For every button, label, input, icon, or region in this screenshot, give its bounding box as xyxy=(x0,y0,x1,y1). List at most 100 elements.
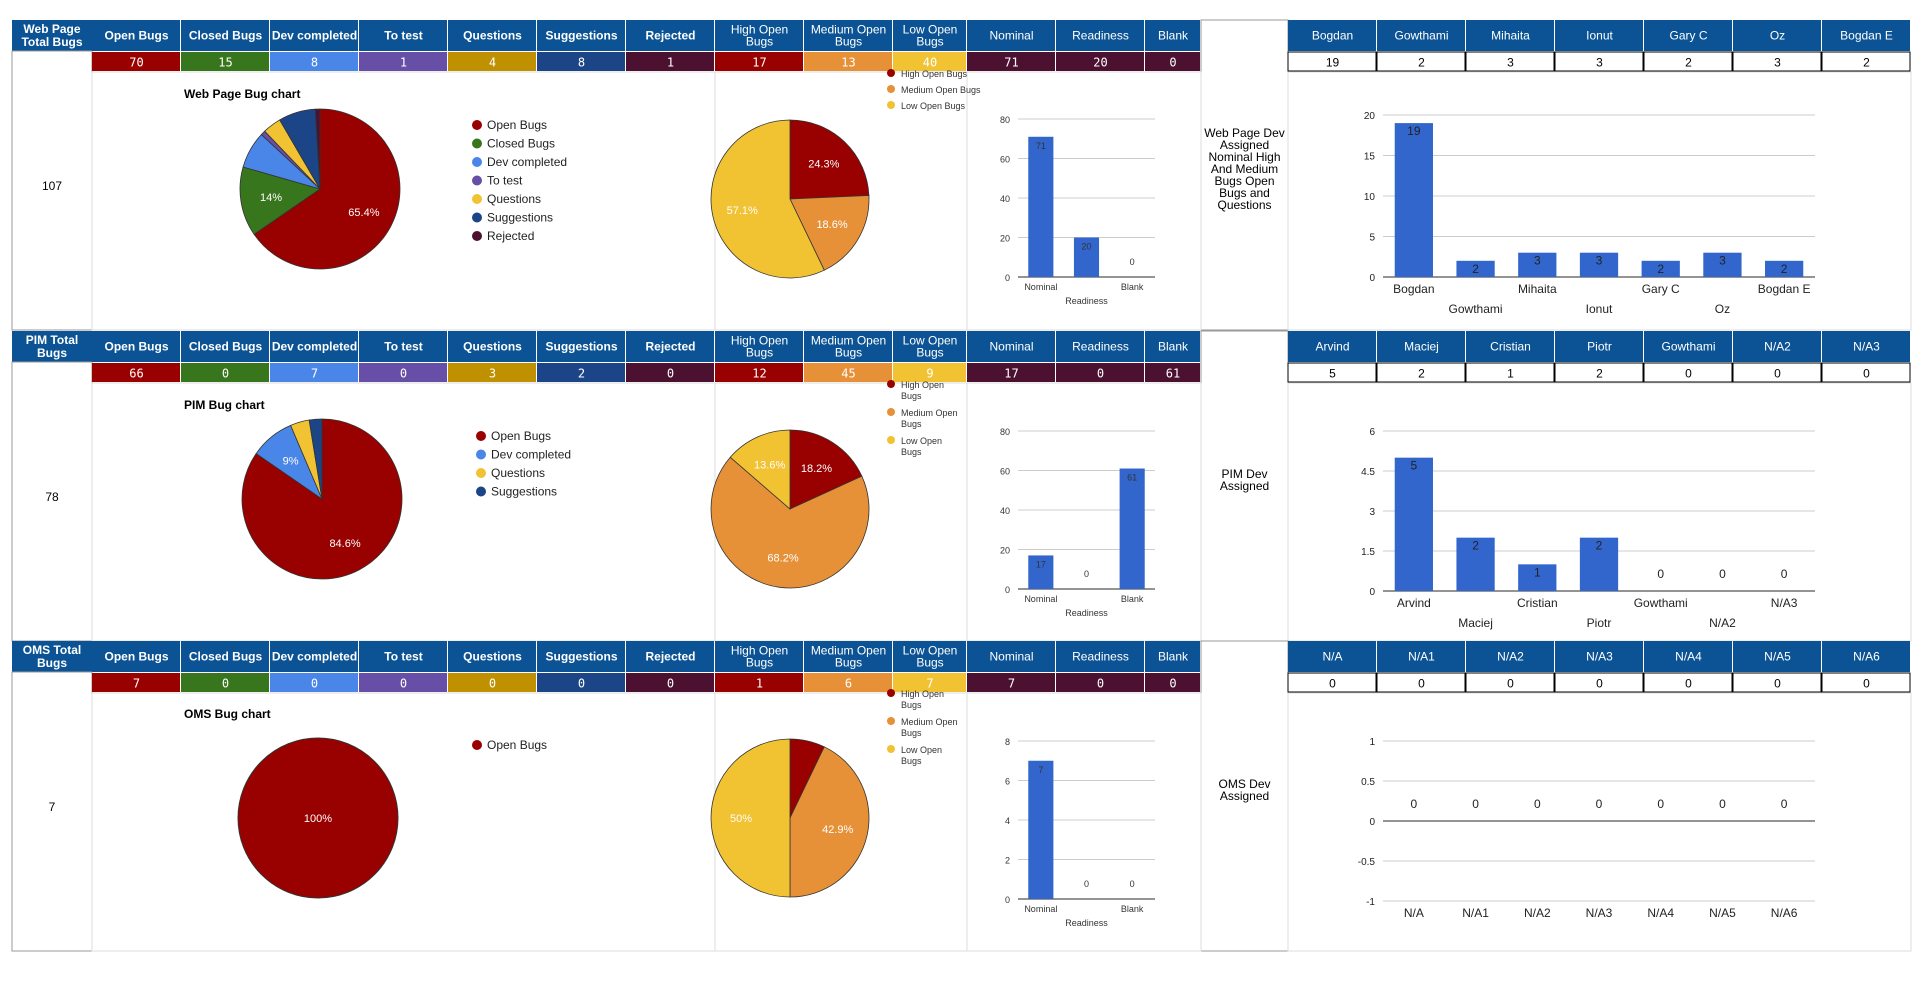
x-category-label: Bogdan xyxy=(1393,282,1434,296)
status-value: 66 xyxy=(129,367,143,381)
dev-value: 0 xyxy=(1863,677,1870,691)
bar xyxy=(1028,760,1054,899)
bar-value-label: 0 xyxy=(1130,257,1135,267)
x-category-label: N/A4 xyxy=(1647,906,1674,920)
y-tick-label: -0.5 xyxy=(1358,857,1376,868)
pie-slice-label: 42.9% xyxy=(822,824,853,836)
status-value-cell xyxy=(537,52,625,71)
pie-slice xyxy=(314,108,321,190)
legend-label: Rejected xyxy=(487,229,534,243)
x-category-label: Gowthami xyxy=(1449,302,1503,316)
dev-header-cell xyxy=(1733,641,1821,672)
status-value-cell xyxy=(626,52,714,71)
readiness-header-cell xyxy=(967,331,1055,362)
status-header: Suggestions xyxy=(545,29,617,43)
dev-description: Web Page Dev Assigned Nominal High And Medi… xyxy=(1204,126,1285,212)
bar-value-label: 0 xyxy=(1781,797,1788,811)
bar-value-label: 0 xyxy=(1411,797,1418,811)
legend-label: Dev completed xyxy=(487,155,567,169)
dev-value-cell xyxy=(1643,672,1733,693)
dev-header-cell xyxy=(1288,20,1376,51)
dev-value: 0 xyxy=(1685,367,1692,381)
dev-value: 0 xyxy=(1774,367,1781,381)
readiness-value: 0 xyxy=(1169,677,1176,691)
dev-value-cell xyxy=(1376,672,1466,693)
dev-header: N/A6 xyxy=(1853,650,1880,664)
dev-header-cell xyxy=(1555,641,1643,672)
bar-chart: 0 20 40 60 80 17 Nominal 0 61 Blank Readiness xyxy=(1000,427,1155,618)
status-header: Suggestions xyxy=(545,650,617,664)
status-header-cell xyxy=(181,20,269,51)
readiness-header-cell xyxy=(967,641,1055,672)
legend-marker xyxy=(472,212,482,223)
dev-value-cell xyxy=(1732,51,1822,72)
status-value-cell xyxy=(359,673,447,692)
x-category-label: N/A6 xyxy=(1771,906,1798,920)
bar xyxy=(1518,252,1557,277)
status-pie-panel xyxy=(91,692,716,952)
pie-slice-label: 18.6% xyxy=(816,219,847,231)
y-tick-label: 15 xyxy=(1364,152,1376,163)
section-label-cell xyxy=(12,20,92,51)
priority-header: Low Open Bugs xyxy=(903,334,958,360)
status-header: Open Bugs xyxy=(104,29,168,43)
bar xyxy=(1073,237,1100,277)
x-category-label: Gary C xyxy=(1642,282,1680,296)
status-header-cell xyxy=(537,641,625,672)
status-value-cell xyxy=(359,52,447,71)
bar-value-label: 0 xyxy=(1084,569,1089,579)
y-tick-label: 20 xyxy=(1364,111,1376,122)
status-header: Questions xyxy=(463,340,522,354)
dev-header-cell xyxy=(1733,331,1821,362)
x-category-label: Piotr xyxy=(1587,616,1612,630)
chart-title: OMS Bug chart xyxy=(184,707,271,721)
bar-value-label: 3 xyxy=(1596,254,1603,268)
pie-slice xyxy=(789,746,870,898)
dev-value-cell xyxy=(1287,51,1377,72)
bar-chart: 0 5 10 15 20 19 Bogdan 2 Gowthami 3 Mihaita 3 Ionut 2… xyxy=(1364,111,1815,316)
dev-header-cell xyxy=(1466,20,1554,51)
status-value-cell xyxy=(181,52,269,71)
dev-header: Bogdan E xyxy=(1840,29,1893,43)
x-category-label: Mihaita xyxy=(1518,282,1557,296)
x-category-label: Arvind xyxy=(1397,596,1431,610)
dev-header-cell xyxy=(1377,641,1465,672)
y-tick-label: 3 xyxy=(1369,507,1375,518)
dev-header: N/A5 xyxy=(1764,650,1791,664)
dev-value: 1 xyxy=(1507,367,1514,381)
legend-marker xyxy=(887,101,895,109)
legend-marker xyxy=(476,431,486,441)
priority-value: 13 xyxy=(841,56,855,70)
dev-header: N/A2 xyxy=(1497,650,1524,664)
legend-marker xyxy=(887,69,895,77)
status-header-cell xyxy=(92,641,180,672)
readiness-value: 0 xyxy=(1097,367,1104,381)
status-value-cell xyxy=(92,52,180,71)
total-cell xyxy=(11,361,93,642)
section-label: Web Page Total Bugs xyxy=(21,22,82,49)
priority-header-cell xyxy=(715,641,803,672)
section-label-cell xyxy=(12,331,92,362)
priority-header: Low Open Bugs xyxy=(903,644,958,670)
dev-value: 0 xyxy=(1774,677,1781,691)
dev-header: Piotr xyxy=(1587,340,1612,354)
dev-header-cell xyxy=(1377,20,1465,51)
readiness-header: Blank xyxy=(1158,29,1189,43)
readiness-bar-panel xyxy=(966,382,1202,642)
dev-header: Cristian xyxy=(1490,340,1531,354)
y-tick-label: 1.5 xyxy=(1361,547,1375,558)
status-header: To test xyxy=(384,650,422,664)
readiness-value-cell xyxy=(1145,52,1200,71)
legend-label: Suggestions xyxy=(487,211,553,225)
dev-header: N/A2 xyxy=(1764,340,1791,354)
dev-header-cell xyxy=(1644,331,1732,362)
priority-value-cell xyxy=(893,363,966,382)
priority-value: 1 xyxy=(756,677,763,691)
dev-value-cell xyxy=(1376,362,1466,383)
dev-value: 2 xyxy=(1418,367,1425,381)
legend-marker xyxy=(476,449,486,460)
pie-slice-label: 84.6% xyxy=(329,538,360,550)
dev-value-cell xyxy=(1732,672,1822,693)
pie-chart: 18.2% 68.2% 13.6% High Open Bugs Medium Open B… xyxy=(710,380,958,589)
status-header-cell xyxy=(181,331,269,362)
